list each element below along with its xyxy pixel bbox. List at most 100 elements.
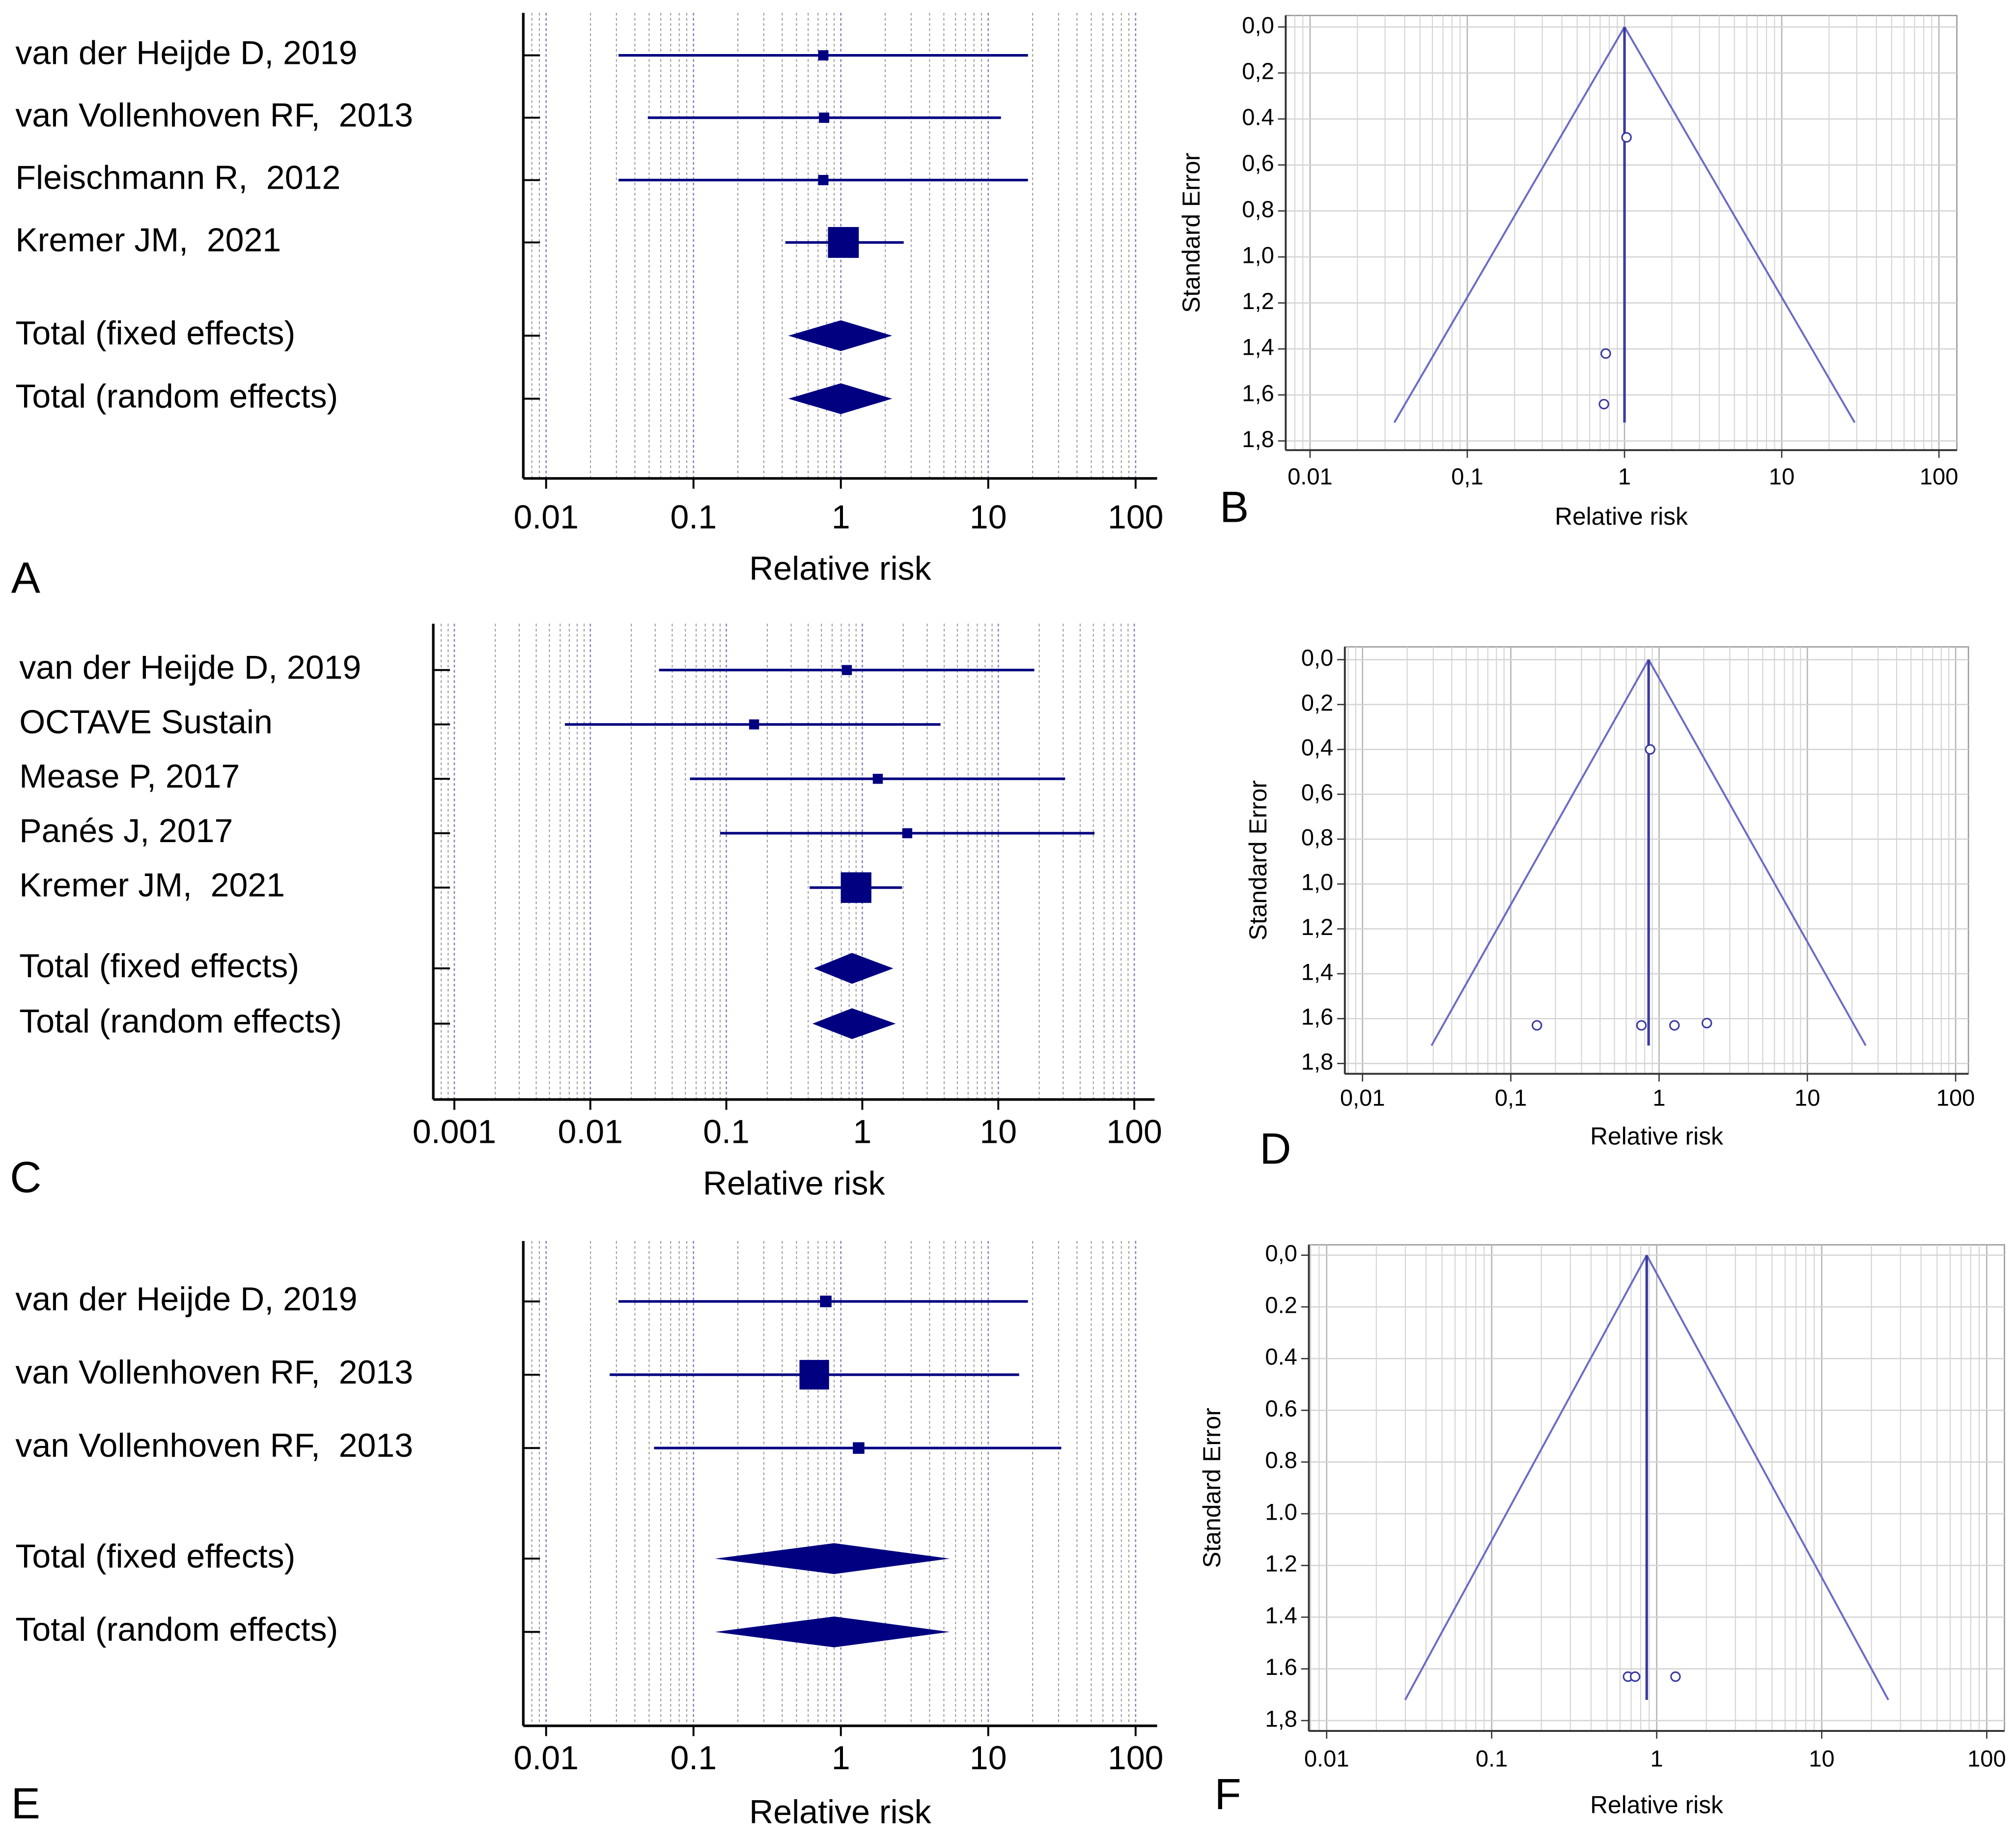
y-tick-label: 0,0 [1265, 1240, 1297, 1266]
y-axis-title: Standard Error [1177, 153, 1205, 313]
effect-marker [818, 50, 829, 61]
study-label: Fleischmann R, 2012 [15, 159, 340, 196]
y-tick-label: 0.6 [1265, 1395, 1297, 1421]
study-point [1669, 1020, 1680, 1031]
panel-label: F [1214, 1770, 1241, 1819]
y-tick-label: 1,4 [1242, 334, 1274, 360]
plot-area [1344, 646, 1969, 1075]
x-tick-label: 100 [1920, 463, 1959, 489]
funnel-limit [1646, 1254, 1889, 1700]
study-point [1701, 1018, 1712, 1029]
x-tick-label: 10 [970, 498, 1007, 536]
effect-marker [872, 773, 883, 784]
study-label: Kremer JM, 2021 [19, 867, 285, 904]
summary-label: Total (fixed effects) [15, 314, 295, 352]
y-tick-label: 0,0 [1242, 12, 1274, 38]
x-tick-label: 1 [1650, 1746, 1663, 1772]
effect-marker [840, 872, 871, 903]
y-tick-label: 1,4 [1301, 959, 1334, 985]
y-tick-label: 0,6 [1301, 779, 1334, 805]
effect-marker [820, 1296, 832, 1307]
y-tick-label: 0.4 [1265, 1344, 1297, 1370]
x-axis-title: Relative risk [1590, 1791, 1723, 1819]
x-tick-label: 0,01 [1340, 1084, 1385, 1110]
summary-label: Total (random effects) [15, 377, 338, 415]
x-axis-title: Relative risk [1590, 1123, 1723, 1150]
funnel-limit [1430, 659, 1650, 1047]
y-tick-label: 0.8 [1265, 1447, 1297, 1473]
x-tick-label: 100 [1967, 1746, 2006, 1772]
x-tick-label: 0.01 [1304, 1746, 1349, 1772]
x-tick-label: 0.1 [670, 498, 717, 536]
panel-label: E [11, 1779, 40, 1828]
summary-label: Total (fixed effects) [15, 1537, 295, 1575]
y-tick-label: 1,6 [1242, 380, 1274, 406]
x-tick-label: 100 [1936, 1084, 1975, 1110]
x-axis-title: Relative risk [703, 1164, 886, 1202]
y-tick-label: 0,8 [1242, 196, 1274, 222]
summary-label: Total (fixed effects) [19, 947, 299, 985]
effect-marker [799, 1359, 829, 1390]
x-tick-label: 1 [1652, 1084, 1665, 1110]
x-axis-title: Relative risk [749, 550, 932, 587]
study-label: Kremer JM, 2021 [15, 221, 281, 258]
x-tick-label: 0,1 [1451, 463, 1484, 489]
x-tick-label: 1 [853, 1113, 871, 1151]
study-label: van Vollenhoven RF, 2013 [15, 1354, 413, 1391]
x-tick-label: 10 [1794, 1084, 1820, 1110]
y-tick-label: 1,8 [1265, 1705, 1297, 1731]
y-axis-title: Standard Error [1244, 780, 1272, 940]
x-tick-label: 10 [1769, 463, 1794, 489]
y-tick-label: 1,0 [1242, 242, 1274, 268]
y-tick-label: 0,8 [1301, 824, 1334, 850]
x-tick-label: 0.01 [558, 1113, 623, 1151]
x-tick-label: 0.01 [514, 1739, 579, 1777]
y-tick-label: 1.6 [1265, 1654, 1297, 1680]
summary-diamond [788, 320, 893, 351]
x-axis-title: Relative risk [1555, 503, 1688, 530]
summary-diamond [813, 953, 894, 984]
x-tick-label: 0,1 [1495, 1084, 1527, 1110]
plot-area [1285, 15, 1958, 451]
x-axis-title: Relative risk [749, 1793, 932, 1831]
x-tick-label: 0.1 [670, 1739, 717, 1777]
summary-diamond [812, 1008, 896, 1039]
study-label: van der Heijde D, 2019 [19, 649, 361, 686]
effect-marker [902, 828, 913, 839]
study-point [1600, 348, 1611, 359]
x-tick-label: 10 [970, 1739, 1007, 1777]
y-tick-label: 1,6 [1301, 1004, 1334, 1030]
study-point [1636, 1020, 1647, 1031]
funnel-limit [1404, 1254, 1648, 1700]
panel-label: B [1220, 482, 1249, 532]
x-tick-label: 0.001 [413, 1113, 496, 1151]
y-tick-label: 0.4 [1242, 104, 1274, 130]
study-label: Mease P, 2017 [19, 758, 240, 795]
study-label: Panés J, 2017 [19, 812, 233, 849]
summary-label: Total (random effects) [19, 1002, 342, 1040]
y-tick-label: 1,0 [1301, 869, 1334, 895]
study-point [1645, 744, 1655, 755]
funnel-limit [1393, 26, 1625, 423]
summary-label: Total (random effects) [15, 1611, 338, 1648]
effect-marker [853, 1442, 865, 1454]
funnel-limit [1624, 26, 1856, 423]
panel-label: C [10, 1152, 41, 1201]
y-tick-label: 0.2 [1265, 1292, 1297, 1318]
study-point [1629, 1671, 1641, 1682]
x-tick-label: 10 [1809, 1746, 1834, 1772]
study-label: van der Heijde D, 2019 [15, 1280, 357, 1318]
y-tick-label: 1,8 [1301, 1048, 1334, 1075]
x-tick-label: 1 [832, 1739, 850, 1777]
study-label: van Vollenhoven RF, 2013 [15, 1427, 413, 1464]
x-tick-label: 0.1 [1476, 1746, 1508, 1772]
effect-marker [819, 113, 830, 123]
y-tick-label: 0,4 [1301, 735, 1334, 761]
panel-label: D [1260, 1124, 1291, 1173]
summary-diamond [788, 383, 893, 414]
y-tick-label: 1.4 [1265, 1602, 1297, 1628]
y-axis-title: Standard Error [1198, 1408, 1226, 1568]
study-point [1621, 132, 1632, 143]
x-tick-label: 100 [1106, 1113, 1162, 1151]
